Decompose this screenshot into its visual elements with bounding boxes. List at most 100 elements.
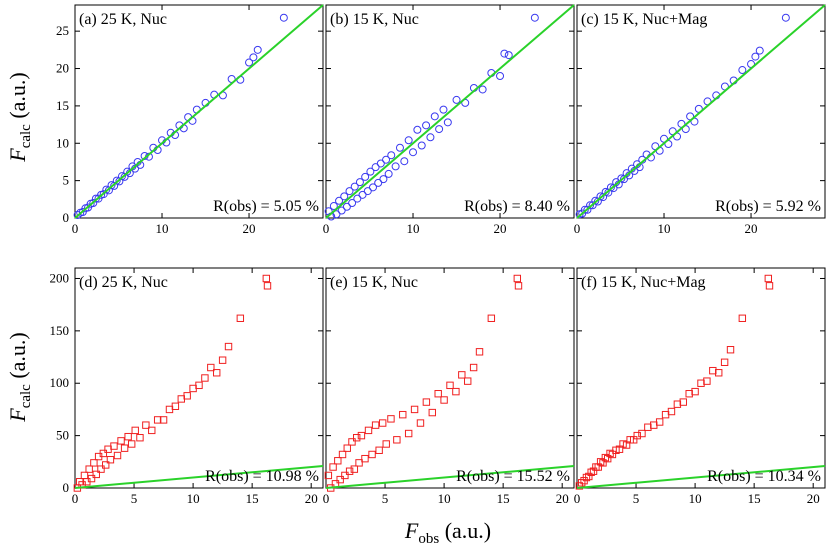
data-point — [679, 398, 687, 406]
x-tick-label: 20 — [494, 221, 507, 236]
data-point — [667, 407, 676, 416]
y-tick-label: 100 — [50, 375, 70, 390]
r-obs-label: R(obs) = 5.05 % — [213, 198, 319, 215]
data-point — [355, 178, 364, 187]
data-point — [751, 52, 760, 61]
data-point — [324, 471, 333, 480]
data-point — [364, 426, 373, 435]
data-point — [374, 178, 383, 187]
data-point — [513, 274, 522, 283]
data-point — [422, 121, 431, 130]
data-point — [500, 49, 509, 58]
data-point — [355, 459, 363, 467]
r-obs-label: R(obs) = 5.92 % — [715, 198, 821, 215]
panel-frame — [576, 267, 826, 489]
data-point — [371, 421, 380, 429]
x-tick-label: 0 — [323, 491, 330, 506]
data-point — [582, 473, 591, 482]
data-point — [430, 112, 439, 121]
data-point — [426, 133, 435, 142]
y-tick-label: 10 — [56, 135, 69, 150]
data-point — [342, 202, 351, 211]
data-point — [413, 125, 422, 134]
data-point — [366, 167, 375, 176]
x-tick-label: 10 — [156, 221, 169, 236]
data-point — [435, 125, 444, 134]
data-point — [593, 197, 602, 206]
data-point — [382, 440, 390, 448]
panel-title: (e) 15 K, Nuc — [330, 274, 418, 291]
data-point — [113, 451, 122, 460]
data-point — [446, 381, 454, 390]
data-point — [589, 467, 598, 475]
data-point — [115, 177, 124, 186]
r-obs-label: R(obs) = 10.34 % — [707, 468, 821, 485]
data-point — [371, 163, 380, 172]
data-point — [348, 199, 357, 208]
data-point — [357, 431, 366, 440]
data-point — [110, 181, 119, 190]
data-point — [410, 405, 419, 414]
x-tick-label: 5 — [382, 491, 389, 506]
identity-line — [74, 465, 324, 489]
data-point — [337, 206, 346, 215]
data-point — [417, 141, 426, 150]
data-point — [391, 162, 400, 171]
x-tick-label: 10 — [407, 221, 420, 236]
data-point — [703, 377, 711, 385]
x-tick-label: 15 — [246, 491, 259, 506]
y-tick-label: 20 — [56, 61, 69, 76]
data-point — [393, 436, 401, 444]
data-point — [755, 46, 764, 55]
data-point — [201, 374, 209, 382]
data-point — [340, 192, 349, 201]
data-point — [148, 426, 156, 435]
y-tick-label: 50 — [56, 428, 69, 443]
x-axis-title: Fobs (a.u.) — [404, 518, 491, 547]
data-point — [715, 369, 723, 377]
data-point — [478, 85, 487, 94]
data-point — [738, 66, 747, 75]
data-point — [363, 187, 372, 196]
data-point — [475, 348, 484, 356]
data-point — [120, 172, 129, 181]
x-tick-label: 0 — [72, 491, 79, 506]
data-point — [587, 468, 595, 476]
data-point — [183, 392, 191, 400]
data-point — [92, 470, 100, 479]
data-point — [440, 396, 448, 404]
data-point — [596, 458, 605, 466]
panel-title: (c) 15 K, Nuc+Mag — [581, 11, 707, 28]
r-obs-label: R(obs) = 15.52 % — [456, 468, 570, 485]
identity-line — [576, 4, 826, 219]
data-point — [218, 356, 227, 364]
x-tick-label: 5 — [131, 491, 138, 506]
data-point — [395, 143, 404, 152]
x-tick-label: 10 — [187, 491, 200, 506]
data-point — [348, 438, 356, 446]
data-point — [469, 363, 478, 372]
x-tick-label: 10 — [689, 491, 702, 506]
data-point — [422, 398, 431, 406]
data-point — [530, 13, 539, 22]
y-tick-label: 0 — [63, 480, 70, 495]
data-point — [439, 105, 448, 114]
data-point — [376, 159, 385, 168]
data-point — [601, 453, 610, 462]
data-point — [738, 314, 747, 322]
data-point — [588, 201, 597, 210]
data-point — [428, 408, 436, 417]
data-point — [110, 442, 118, 450]
data-point — [375, 446, 383, 454]
x-tick-label: 0 — [72, 221, 79, 236]
y-tick-label: 15 — [56, 98, 69, 113]
data-point — [416, 419, 425, 427]
identity-line — [325, 4, 575, 219]
data-point — [655, 418, 664, 426]
y-tick-label: 5 — [63, 173, 70, 188]
data-point — [136, 434, 144, 442]
data-point — [106, 456, 115, 464]
data-point — [131, 426, 139, 435]
data-point — [368, 450, 376, 459]
data-point — [361, 454, 369, 463]
